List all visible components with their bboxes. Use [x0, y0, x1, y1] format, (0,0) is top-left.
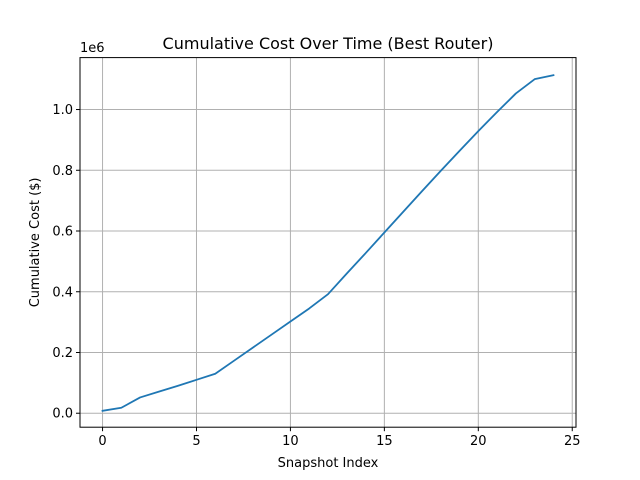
plot-frame — [79, 57, 577, 428]
chart-title: Cumulative Cost Over Time (Best Router) — [163, 34, 494, 53]
axis-ticks: 0 5 10 15 20 25 0.0 0.2 0.4 0.6 0.8 1.0 — [52, 103, 580, 449]
x-tick-label: 15 — [376, 434, 393, 449]
y-tick-label: 1.0 — [52, 103, 73, 118]
x-axis-title: Snapshot Index — [278, 456, 379, 471]
grid — [80, 57, 576, 428]
series-line — [101, 74, 555, 412]
y-offset-label: 1e6 — [80, 41, 105, 56]
y-tick-label: 0.2 — [52, 346, 73, 361]
y-tick-label: 0.8 — [52, 164, 73, 179]
series-layer — [101, 74, 555, 412]
y-tick-label: 0.6 — [52, 225, 73, 240]
y-axis-title: Cumulative Cost ($) — [28, 178, 43, 308]
x-tick-label: 20 — [470, 434, 487, 449]
x-tick-label: 10 — [282, 434, 299, 449]
y-tick-label: 0.0 — [52, 407, 73, 422]
x-tick-label: 5 — [192, 434, 200, 449]
y-tick-label: 0.4 — [52, 285, 73, 300]
x-tick-label: 25 — [564, 434, 581, 449]
x-tick-label: 0 — [98, 434, 106, 449]
